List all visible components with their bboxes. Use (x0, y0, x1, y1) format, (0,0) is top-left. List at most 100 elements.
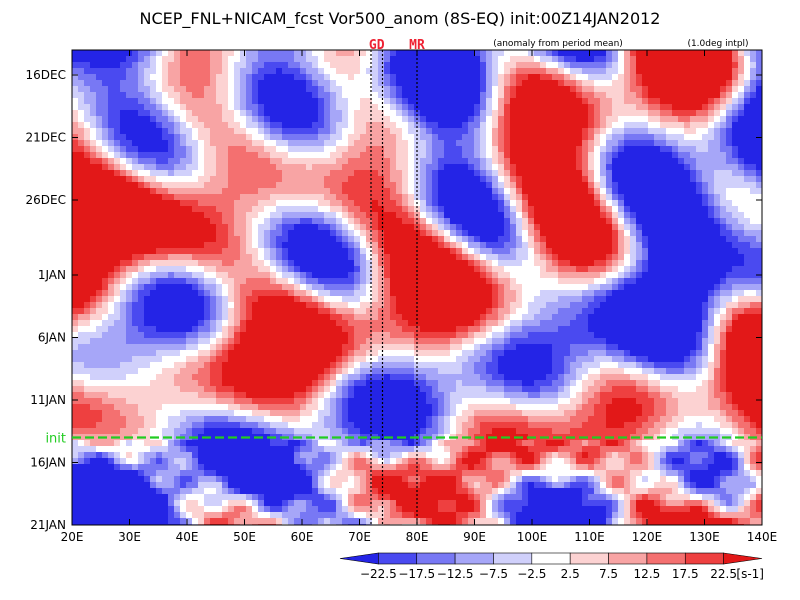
heatmap-cell (390, 266, 396, 272)
heatmap-cell (168, 164, 174, 170)
heatmap-cell (138, 134, 144, 140)
heatmap-cell (240, 62, 246, 68)
heatmap-cell (210, 200, 216, 206)
heatmap-cell (414, 278, 420, 284)
heatmap-cell (504, 182, 510, 188)
heatmap-cell (78, 218, 84, 224)
heatmap-cell (720, 134, 726, 140)
heatmap-cell (456, 152, 462, 158)
heatmap-cell (204, 68, 210, 74)
heatmap-cell (498, 152, 504, 158)
heatmap-cell (528, 266, 534, 272)
heatmap-cell (528, 98, 534, 104)
heatmap-cell (306, 110, 312, 116)
heatmap-cell (618, 92, 624, 98)
heatmap-cell (636, 278, 642, 284)
heatmap-cell (246, 62, 252, 68)
heatmap-cell (390, 158, 396, 164)
heatmap-cell (552, 146, 558, 152)
heatmap-cell (648, 236, 654, 242)
heatmap-cell (684, 158, 690, 164)
heatmap-cell (750, 80, 756, 86)
heatmap-cell (318, 278, 324, 284)
heatmap-cell (480, 188, 486, 194)
heatmap-cell (726, 116, 732, 122)
heatmap-cell (498, 272, 504, 278)
heatmap-cell (78, 236, 84, 242)
heatmap-cell (258, 242, 264, 248)
heatmap-cell (600, 128, 606, 134)
heatmap-cell (222, 206, 228, 212)
heatmap-cell (630, 86, 636, 92)
heatmap-cell (660, 206, 666, 212)
heatmap-cell (390, 236, 396, 242)
heatmap-cell (456, 290, 462, 296)
heatmap-cell (666, 80, 672, 86)
heatmap-cell (558, 98, 564, 104)
heatmap-cell (72, 146, 78, 152)
heatmap-cell (714, 68, 720, 74)
heatmap-cell (390, 104, 396, 110)
heatmap-cell (126, 56, 132, 62)
heatmap-cell (408, 230, 414, 236)
heatmap-cell (282, 104, 288, 110)
heatmap-cell (432, 164, 438, 170)
heatmap-cell (150, 302, 156, 308)
heatmap-cell (492, 74, 498, 80)
heatmap-cell (114, 74, 120, 80)
heatmap-cell (120, 188, 126, 194)
heatmap-cell (534, 92, 540, 98)
heatmap-cell (498, 206, 504, 212)
heatmap-cell (396, 212, 402, 218)
heatmap-cell (162, 260, 168, 266)
heatmap-cell (600, 296, 606, 302)
heatmap-cell (228, 110, 234, 116)
heatmap-cell (540, 134, 546, 140)
heatmap-cell (168, 134, 174, 140)
heatmap-cell (156, 260, 162, 266)
heatmap-cell (414, 158, 420, 164)
heatmap-cell (504, 236, 510, 242)
heatmap-cell (90, 212, 96, 218)
heatmap-cell (516, 248, 522, 254)
heatmap-cell (600, 56, 606, 62)
heatmap-cell (606, 74, 612, 80)
heatmap-cell (120, 308, 126, 314)
heatmap-cell (96, 212, 102, 218)
heatmap-cell (324, 146, 330, 152)
heatmap-cell (402, 302, 408, 308)
heatmap-cell (492, 176, 498, 182)
heatmap-cell (678, 134, 684, 140)
heatmap-cell (606, 62, 612, 68)
heatmap-cell (72, 224, 78, 230)
heatmap-cell (186, 92, 192, 98)
heatmap-cell (756, 98, 762, 104)
heatmap-cell (132, 248, 138, 254)
heatmap-cell (234, 86, 240, 92)
heatmap-cell (168, 116, 174, 122)
heatmap-cell (714, 296, 720, 302)
heatmap-cell (408, 74, 414, 80)
heatmap-cell (348, 302, 354, 308)
heatmap-cell (174, 140, 180, 146)
heatmap-cell (408, 92, 414, 98)
heatmap-cell (144, 68, 150, 74)
heatmap-cell (414, 266, 420, 272)
heatmap-cell (420, 242, 426, 248)
heatmap-cell (450, 164, 456, 170)
heatmap-cell (408, 278, 414, 284)
heatmap-cell (354, 152, 360, 158)
heatmap-cell (150, 104, 156, 110)
heatmap-cell (204, 182, 210, 188)
heatmap-cell (372, 68, 378, 74)
heatmap-cell (132, 224, 138, 230)
heatmap-cell (300, 182, 306, 188)
heatmap-cell (270, 218, 276, 224)
heatmap-cell (540, 212, 546, 218)
heatmap-cell (486, 230, 492, 236)
heatmap-cell (486, 56, 492, 62)
heatmap-cell (408, 104, 414, 110)
heatmap-cell (144, 164, 150, 170)
heatmap-cell (672, 116, 678, 122)
heatmap-cell (666, 152, 672, 158)
